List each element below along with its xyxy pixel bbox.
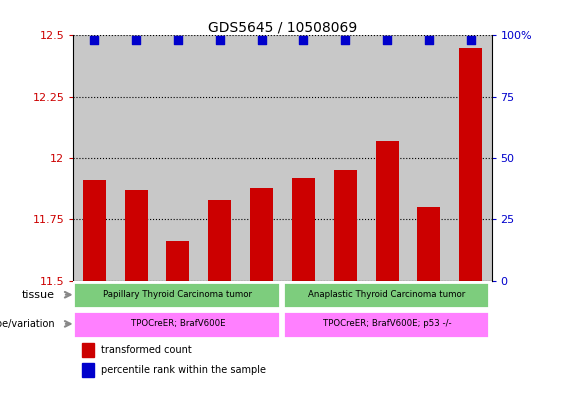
Bar: [83, 180, 106, 281]
Bar: [282, 311, 489, 338]
Bar: [241, 35, 282, 281]
Bar: [459, 48, 482, 281]
Point: [173, 37, 182, 43]
Bar: [82, 343, 94, 357]
Point: [132, 37, 141, 43]
Title: GDS5645 / 10508069: GDS5645 / 10508069: [208, 20, 357, 34]
Point: [257, 37, 266, 43]
Bar: [115, 35, 157, 281]
Bar: [282, 282, 489, 309]
Point: [299, 37, 308, 43]
Bar: [157, 35, 199, 281]
Bar: [408, 35, 450, 281]
Bar: [450, 35, 492, 281]
Bar: [82, 364, 94, 377]
Bar: [250, 187, 273, 281]
Bar: [167, 241, 189, 281]
Point: [341, 37, 350, 43]
Text: transformed count: transformed count: [101, 345, 192, 355]
Bar: [199, 35, 241, 281]
Point: [215, 37, 224, 43]
Bar: [366, 35, 408, 281]
Text: Papillary Thyroid Carcinoma tumor: Papillary Thyroid Carcinoma tumor: [103, 290, 253, 299]
Text: genotype/variation: genotype/variation: [0, 319, 55, 329]
Bar: [115, 35, 157, 281]
Bar: [73, 35, 115, 281]
Bar: [376, 141, 398, 281]
Bar: [241, 35, 282, 281]
Text: tissue: tissue: [21, 290, 55, 300]
Bar: [408, 35, 450, 281]
Bar: [366, 35, 408, 281]
Bar: [324, 35, 366, 281]
Text: Anaplastic Thyroid Carcinoma tumor: Anaplastic Thyroid Carcinoma tumor: [308, 290, 466, 299]
Point: [90, 37, 99, 43]
Point: [383, 37, 392, 43]
Bar: [282, 35, 324, 281]
Point: [424, 37, 433, 43]
Bar: [334, 170, 357, 281]
Bar: [208, 200, 231, 281]
Bar: [125, 190, 147, 281]
Bar: [324, 35, 366, 281]
Bar: [450, 35, 492, 281]
Bar: [199, 35, 241, 281]
Bar: [157, 35, 199, 281]
Bar: [282, 35, 324, 281]
Bar: [418, 207, 440, 281]
Bar: [73, 35, 115, 281]
Bar: [73, 311, 280, 338]
Text: percentile rank within the sample: percentile rank within the sample: [101, 365, 266, 375]
Text: TPOCreER; BrafV600E: TPOCreER; BrafV600E: [131, 320, 225, 329]
Point: [466, 37, 475, 43]
Bar: [73, 282, 280, 309]
Bar: [292, 178, 315, 281]
Text: TPOCreER; BrafV600E; p53 -/-: TPOCreER; BrafV600E; p53 -/-: [323, 320, 451, 329]
